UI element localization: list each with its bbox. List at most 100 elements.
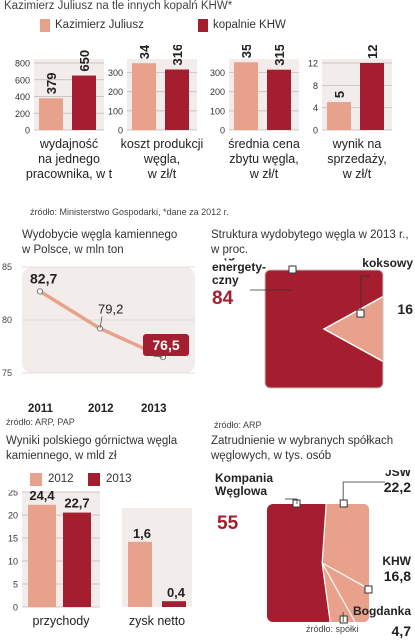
line-title-2: w Polsce, w mln ton — [22, 244, 124, 256]
y-tick-label: 600 — [15, 75, 30, 85]
bar — [267, 69, 291, 130]
structure-source: źródło: ARP — [214, 420, 262, 430]
pie-slice-others — [322, 504, 369, 622]
pie-marker — [364, 585, 373, 594]
y-tick-label: 80 — [2, 315, 12, 325]
y-tick-label: 300 — [108, 68, 123, 78]
bar — [28, 504, 56, 607]
bar-value-label: 315 — [272, 45, 287, 66]
bar-value-label: 5 — [332, 91, 347, 98]
y-tick-label: 200 — [108, 87, 123, 97]
top-chart-title: Kazimierz Juliusz na tle innych kopalń K… — [4, 0, 233, 12]
pie-label: JSW — [385, 470, 412, 479]
pie-label: Bogdanka — [353, 604, 411, 618]
y-tick-label: 0 — [220, 126, 225, 136]
category-label: wydajność — [39, 137, 98, 151]
y-tick-label: 4 — [313, 103, 318, 113]
category-label: węgla, — [143, 152, 180, 166]
results-chart: 0 5 10 15 20 25 24,4 22,7 przychody 1,6 0,4 zysk ne… — [8, 490, 192, 628]
bar-value-label: 22,7 — [64, 496, 89, 511]
legend-label-2013: 2013 — [106, 473, 132, 485]
data-label: 76,5 — [152, 337, 179, 353]
slice-divider — [321, 562, 356, 623]
bar-value-label: 0,4 — [167, 585, 186, 600]
legend-swatch-2012 — [30, 473, 42, 486]
data-label: 79,2 — [98, 301, 123, 316]
employment-source: źródło: spółki — [306, 624, 359, 634]
pie-marker — [339, 615, 348, 624]
legend-label-red: kopalnie KHW — [213, 19, 286, 31]
employment-title: Zatrudnienie w wybranych spółkach węglow… — [211, 434, 393, 464]
bar — [72, 75, 96, 130]
pie-slice-koksowy — [322, 271, 383, 387]
category-label: na jednego — [38, 152, 100, 166]
category-label: w zł/t — [147, 167, 177, 181]
slice-divider — [321, 562, 331, 623]
y-tick-label: 100 — [108, 106, 123, 116]
slice-divider — [321, 503, 327, 564]
legend-swatch-2013 — [88, 473, 100, 486]
bar-value-label: 354 — [239, 45, 254, 58]
pie-marker — [356, 309, 365, 318]
bar-value-label: 1,6 — [133, 526, 151, 541]
y-tick-label: 15 — [8, 534, 18, 544]
bar-value-label: 349 — [137, 45, 152, 59]
pie-label: Węglowa — [215, 484, 267, 498]
x-tick-label: 2012 — [88, 403, 114, 415]
bar — [327, 102, 351, 130]
pie-value-label: 16 — [397, 301, 413, 317]
pie-marker — [288, 265, 297, 274]
y-tick-label: 800 — [15, 59, 30, 69]
top-source: źródło: Ministerstwo Gospodarki, *dane z… — [30, 207, 229, 217]
line-source: źródło: ARP, PAP — [6, 417, 75, 427]
data-label: 82,7 — [30, 270, 57, 286]
y-tick-label: 8 — [313, 81, 318, 91]
y-tick-label: 85 — [2, 262, 12, 272]
legend-label-2012: 2012 — [48, 473, 74, 485]
x-tick-label: 2011 — [28, 403, 54, 415]
category-label: przychody — [33, 614, 91, 628]
pie-label: czny — [212, 273, 239, 287]
pie-label: KHW — [382, 554, 411, 568]
leader-line — [99, 316, 103, 329]
y-tick-label: 200 — [15, 109, 30, 119]
structure-title-2: w proc. — [211, 244, 249, 256]
line-title-1: Wydobycie węgla kamiennego — [22, 229, 178, 241]
y-tick-label: 20 — [8, 511, 18, 521]
y-tick-label: 25 — [8, 490, 18, 498]
highlight-box — [143, 334, 189, 356]
structure-title: Struktura wydobytego węgla w 2013 r., w … — [211, 228, 409, 258]
y-tick-label: 0 — [13, 603, 18, 613]
pie-value-label: 22,2 — [384, 479, 411, 495]
category-label: średnia cena — [228, 137, 300, 151]
bar-value-label: 316 — [170, 45, 185, 66]
results-title-2: kamiennego, w mld zł — [6, 450, 117, 462]
y-tick-label: 100 — [210, 106, 225, 116]
pie-value-label: 16,8 — [384, 568, 411, 584]
pie-marker — [292, 499, 301, 508]
category-label: wynik na — [332, 137, 382, 151]
bar-value-label: 379 — [44, 73, 59, 95]
y-tick-label: 5 — [13, 580, 18, 590]
y-tick-label: 75 — [2, 368, 12, 378]
y-tick-label: 0 — [118, 126, 123, 136]
y-tick-label: 0 — [313, 126, 318, 136]
legend-swatch-salmon — [40, 19, 50, 32]
category-label: sprzedaży, — [327, 152, 387, 166]
pie-label: energety- — [212, 260, 266, 274]
structure-title-1: Struktura wydobytego węgla w 2013 r., — [211, 229, 409, 241]
pie-marker — [339, 499, 348, 508]
category-label: koszt produkcji — [121, 137, 204, 151]
slice-divider — [321, 562, 370, 590]
bar — [132, 63, 156, 130]
bar-value-label: 650 — [77, 50, 92, 72]
bar — [128, 541, 152, 607]
bar — [360, 63, 384, 130]
structure-chart: węgielenergety-czny84węgielkoksowy16 — [211, 258, 413, 389]
y-tick-label: 200 — [210, 87, 225, 97]
y-tick-label: 12 — [308, 59, 318, 69]
line-chart: 75 80 85 82,7 79,2 76,5 2011 2012 2013 — [2, 262, 195, 415]
y-tick-label: 0 — [25, 126, 30, 136]
